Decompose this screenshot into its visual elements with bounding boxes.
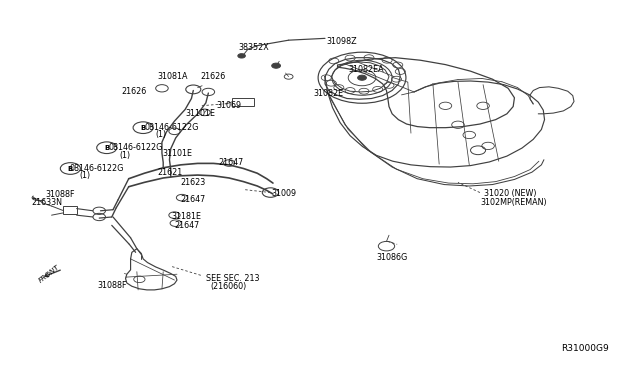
Text: B: B: [68, 166, 73, 171]
Text: 31088F: 31088F: [97, 280, 127, 290]
Text: 21633N: 21633N: [31, 198, 63, 207]
Text: 31082EA: 31082EA: [348, 65, 384, 74]
Circle shape: [238, 54, 245, 58]
Text: (1): (1): [119, 151, 131, 160]
Text: 31009: 31009: [272, 189, 297, 198]
Text: 21626: 21626: [201, 72, 226, 81]
Text: 31101E: 31101E: [162, 149, 192, 158]
Text: (1): (1): [80, 171, 91, 180]
Text: 31086G: 31086G: [376, 253, 408, 262]
Circle shape: [272, 63, 280, 68]
Text: 21647: 21647: [175, 221, 200, 230]
Text: 08146-6122G: 08146-6122G: [109, 143, 163, 152]
Text: 3102MP(REMAN): 3102MP(REMAN): [480, 198, 547, 207]
Bar: [63, 206, 77, 214]
Text: 21621: 21621: [157, 168, 182, 177]
Text: 31088F: 31088F: [45, 189, 75, 199]
Text: B: B: [104, 145, 109, 151]
Text: 08146-6122G: 08146-6122G: [145, 123, 199, 132]
Text: SEE SEC. 213: SEE SEC. 213: [206, 275, 259, 283]
Text: 21623: 21623: [180, 178, 206, 187]
Text: (1): (1): [155, 131, 166, 140]
Text: 38352X: 38352X: [239, 43, 269, 52]
Text: 21647: 21647: [218, 158, 244, 167]
Text: R31000G9: R31000G9: [561, 344, 609, 353]
Text: 31082E: 31082E: [314, 89, 344, 97]
Text: 08146-6122G: 08146-6122G: [69, 164, 124, 173]
Text: 31081A: 31081A: [157, 72, 188, 81]
Bar: [232, 98, 254, 106]
Text: FRONT: FRONT: [38, 263, 61, 283]
Text: 31069: 31069: [216, 101, 242, 110]
Text: 31098Z: 31098Z: [326, 38, 357, 46]
Text: 31181E: 31181E: [172, 212, 202, 221]
Text: 21626: 21626: [121, 87, 147, 96]
Text: B: B: [141, 125, 146, 131]
Text: 31020 (NEW): 31020 (NEW): [484, 189, 537, 198]
Text: 21647: 21647: [180, 195, 206, 204]
Text: (216060): (216060): [211, 282, 246, 291]
Text: 31101E: 31101E: [185, 109, 215, 118]
Circle shape: [358, 75, 367, 80]
